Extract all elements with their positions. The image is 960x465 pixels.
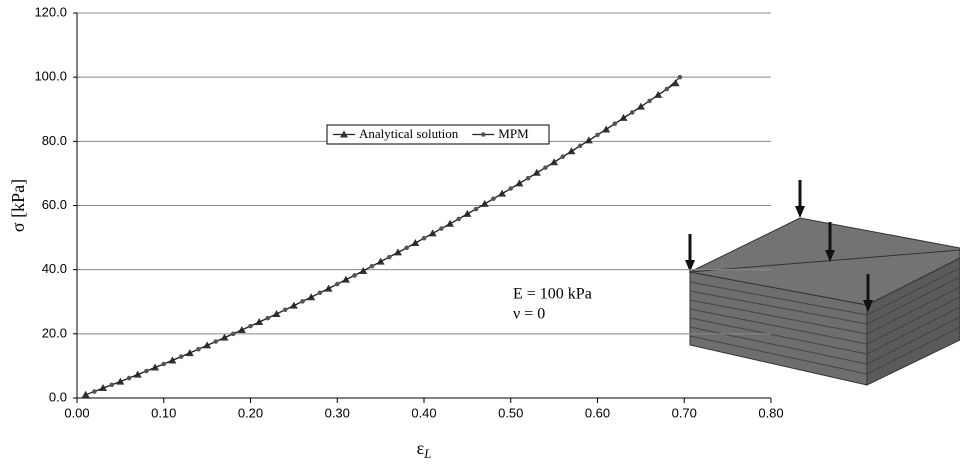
y-tick-label: 100.0 xyxy=(34,69,67,84)
data-point xyxy=(595,132,600,138)
data-point xyxy=(612,121,618,126)
data-point xyxy=(300,299,305,304)
block-diagonal xyxy=(689,249,960,273)
data-point xyxy=(456,216,462,222)
x-tick-label: 0.80 xyxy=(758,405,783,420)
data-point xyxy=(629,110,635,115)
x-tick-label: 0.10 xyxy=(151,405,176,420)
y-axis-label: σ [kPa] xyxy=(8,179,28,232)
data-point xyxy=(144,368,149,374)
legend-label: MPM xyxy=(498,126,529,141)
data-point xyxy=(664,86,670,92)
data-point xyxy=(352,273,357,278)
x-tick-label: 0.40 xyxy=(411,405,436,420)
data-point xyxy=(213,339,219,344)
load-arrows xyxy=(685,180,873,312)
y-tick-label: 0.0 xyxy=(49,389,67,404)
data-point xyxy=(282,307,288,313)
data-point xyxy=(334,281,340,287)
data-point xyxy=(647,98,652,104)
block-layers xyxy=(689,267,960,375)
x-tick-label: 0.70 xyxy=(672,405,697,420)
legend-label: Analytical solution xyxy=(359,126,459,141)
data-point xyxy=(109,382,114,388)
data-point xyxy=(677,74,683,80)
x-axis-label-subscript: L xyxy=(423,446,431,461)
data-point xyxy=(671,79,680,87)
data-point xyxy=(421,235,427,241)
data-point xyxy=(196,346,201,352)
data-point xyxy=(439,226,444,231)
data-point xyxy=(265,315,271,321)
data-point xyxy=(369,263,375,269)
legend-marker xyxy=(340,130,348,138)
data-point xyxy=(525,175,531,181)
y-tick-label: 20.0 xyxy=(42,325,67,340)
legend-marker xyxy=(480,132,486,137)
x-tick-label: 0.30 xyxy=(325,405,350,420)
x-axis-label-symbol: ε xyxy=(417,438,425,458)
annotation: ν = 0 xyxy=(513,306,545,323)
x-axis-label: εL xyxy=(417,438,432,461)
data-point xyxy=(92,389,97,394)
series-line xyxy=(94,76,681,393)
data-point xyxy=(126,375,132,381)
annotation: E = 100 kPa xyxy=(513,286,592,303)
data-point xyxy=(161,361,167,367)
data-point xyxy=(543,165,548,170)
data-point xyxy=(491,196,496,202)
data-point xyxy=(248,323,253,329)
y-tick-label: 60.0 xyxy=(42,197,67,212)
legend-box xyxy=(326,124,550,145)
data-point xyxy=(230,331,236,337)
x-tick-label: 0.60 xyxy=(585,405,610,420)
data-point xyxy=(317,290,323,296)
data-point xyxy=(404,245,409,251)
x-tick-label: 0.50 xyxy=(498,405,523,420)
data-point xyxy=(508,186,514,191)
x-tick-label: 0.00 xyxy=(64,405,89,420)
data-point xyxy=(577,143,583,149)
y-tick-label: 120.0 xyxy=(34,4,67,19)
data-point xyxy=(560,154,566,160)
block-illustration xyxy=(685,180,960,386)
data-point xyxy=(387,254,392,260)
data-point xyxy=(473,206,479,212)
y-tick-label: 40.0 xyxy=(42,261,67,276)
data-point xyxy=(81,390,90,398)
x-tick-label: 0.20 xyxy=(238,405,263,420)
y-tick-label: 80.0 xyxy=(42,133,67,148)
data-point xyxy=(178,354,184,359)
